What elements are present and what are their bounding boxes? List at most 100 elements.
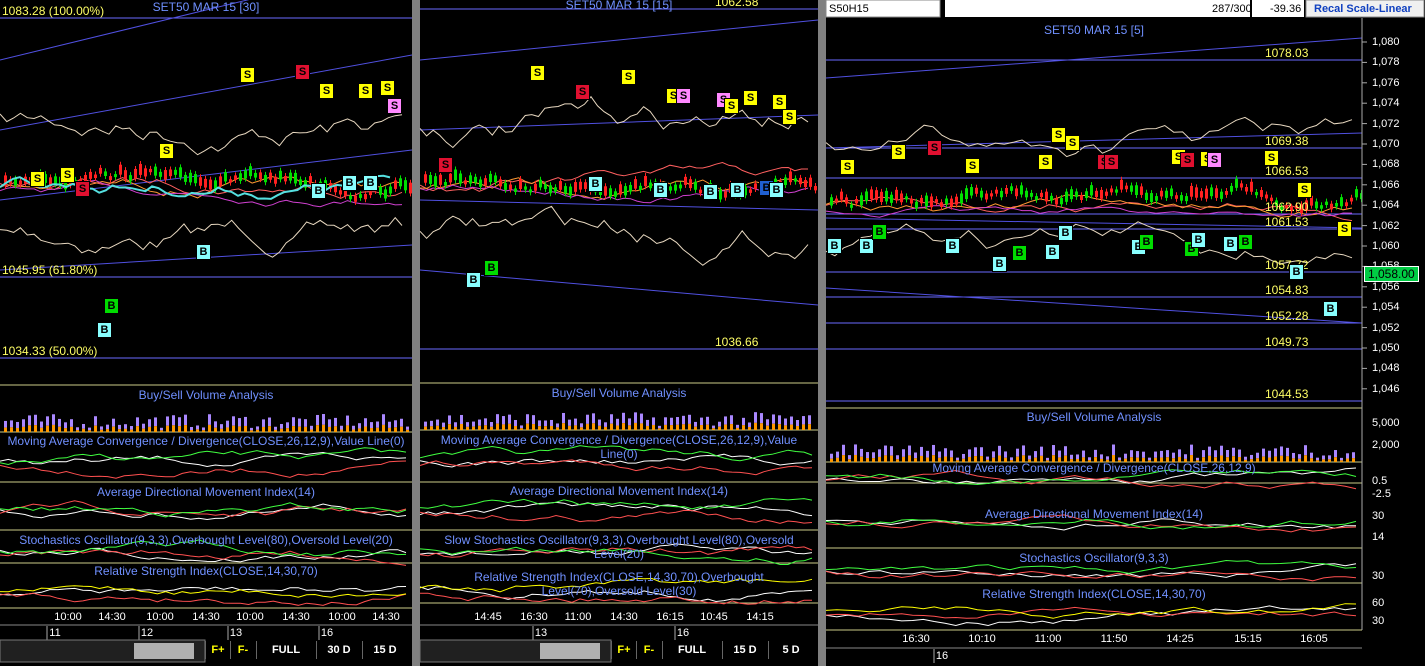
volume-bar xyxy=(1280,446,1283,456)
range-button[interactable]: 30 D xyxy=(316,641,361,659)
candle xyxy=(890,194,893,203)
volume-bar xyxy=(926,450,929,458)
study-line xyxy=(825,559,1357,574)
volume-bar xyxy=(670,425,673,430)
candle xyxy=(804,180,807,188)
range-button[interactable]: F+ xyxy=(205,641,230,659)
time-label: 10:10 xyxy=(968,633,996,645)
volume-bar xyxy=(100,429,103,432)
volume-bar xyxy=(238,418,241,427)
volume-bar xyxy=(748,426,751,430)
candle xyxy=(1320,205,1323,209)
signal-marker: B xyxy=(466,272,481,288)
study-axis-label: 2,000 xyxy=(1372,439,1400,451)
price-level-label: 1078.03 xyxy=(1265,46,1309,60)
time-label: 10:00 xyxy=(54,611,82,623)
volume-bar xyxy=(184,425,187,432)
volume-bar xyxy=(4,427,7,432)
range-button[interactable]: F- xyxy=(230,641,255,659)
range-button[interactable]: FULL xyxy=(662,641,721,659)
candle xyxy=(424,174,427,183)
candle xyxy=(519,179,522,190)
candle xyxy=(624,186,627,196)
volume-bar xyxy=(382,424,385,432)
volume-bar xyxy=(490,426,493,430)
signal-marker: B xyxy=(97,322,112,338)
candle xyxy=(789,171,792,183)
volume-bar xyxy=(88,430,91,432)
candle xyxy=(354,195,357,202)
time-label: 14:30 xyxy=(372,611,400,623)
signal-marker: S xyxy=(1297,182,1312,198)
range-button[interactable]: 15 D xyxy=(362,641,407,659)
signal-marker: B xyxy=(703,184,718,200)
volume-bar xyxy=(454,422,457,427)
price-axis-label: 1,062 xyxy=(1372,219,1400,232)
volume-bar xyxy=(106,424,109,430)
price-axis-label: 1,054 xyxy=(1372,301,1400,314)
volume-bar xyxy=(400,426,403,432)
price-axis-label: 1,046 xyxy=(1372,382,1400,395)
volume-bar xyxy=(304,426,307,432)
range-button[interactable]: F- xyxy=(636,641,661,659)
study-line xyxy=(0,503,407,521)
volume-bar xyxy=(556,427,559,430)
range-button[interactable]: 5 D xyxy=(768,641,813,659)
signal-marker: B xyxy=(1191,232,1206,248)
volume-bar xyxy=(974,447,977,457)
volume-bar xyxy=(34,425,37,432)
volume-bar xyxy=(1220,455,1223,462)
study-title: Average Directional Movement Index(14) xyxy=(510,484,728,498)
volume-bar xyxy=(424,426,427,430)
volume-bar xyxy=(574,418,577,426)
volume-bar xyxy=(802,416,805,425)
range-button[interactable]: F+ xyxy=(611,641,636,659)
volume-bar xyxy=(82,428,85,432)
volume-bar xyxy=(884,455,887,462)
volume-bar xyxy=(1094,449,1097,458)
volume-bar xyxy=(280,423,283,429)
volume-bar xyxy=(1142,457,1145,462)
volume-bar xyxy=(848,459,851,462)
range-button[interactable]: FULL xyxy=(256,641,315,659)
volume-bar xyxy=(178,417,181,427)
signal-marker: S xyxy=(927,140,942,156)
volume-bar xyxy=(1052,445,1055,456)
volume-bar xyxy=(1022,455,1025,462)
symbol-select[interactable]: S50H15 xyxy=(829,3,869,15)
volume-bar xyxy=(52,414,55,425)
candle xyxy=(1130,185,1133,192)
volume-bar xyxy=(1124,453,1127,459)
candle xyxy=(1210,187,1213,197)
volume-bar xyxy=(34,414,37,426)
recal-button[interactable]: Recal Scale-Linear xyxy=(1314,3,1412,15)
range-button[interactable]: 15 D xyxy=(722,641,767,659)
signal-marker: B xyxy=(730,182,745,198)
volume-bar xyxy=(16,421,19,428)
signal-marker: B xyxy=(342,175,357,191)
current-price-box: 1,058.00 xyxy=(1364,266,1419,282)
volume-bar xyxy=(1208,455,1211,462)
trend-line xyxy=(825,287,1363,324)
study-line xyxy=(0,460,407,479)
candle xyxy=(209,179,212,190)
candle xyxy=(119,164,122,175)
volume-bar xyxy=(1334,457,1337,462)
volume-bar xyxy=(1016,456,1019,462)
study-line xyxy=(419,459,813,476)
candle xyxy=(1155,196,1158,201)
signal-marker: B xyxy=(1289,264,1304,280)
volume-bar xyxy=(998,445,1001,456)
volume-bar xyxy=(1190,444,1193,456)
volume-bar xyxy=(1256,458,1259,462)
study-line xyxy=(0,539,407,557)
bollinger-upper xyxy=(825,116,1353,158)
volume-bar xyxy=(388,421,391,428)
volume-bar xyxy=(1274,456,1277,462)
volume-bar xyxy=(562,423,565,430)
signal-marker: S xyxy=(1264,150,1279,166)
volume-bar xyxy=(118,424,121,430)
bar-count: 287/300 xyxy=(1212,3,1252,15)
volume-bar xyxy=(1100,458,1103,462)
volume-bar xyxy=(532,415,535,425)
